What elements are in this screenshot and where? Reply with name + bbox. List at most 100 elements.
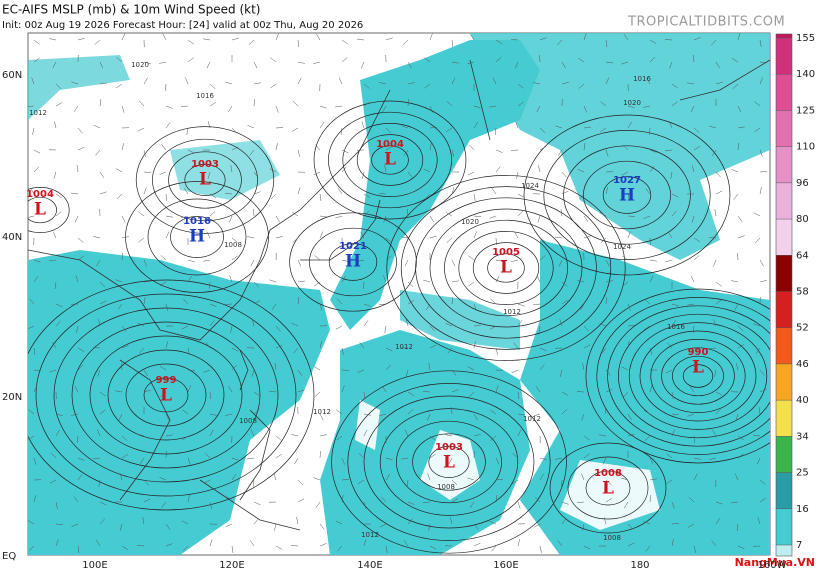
wind-barb (539, 473, 544, 481)
wind-barb (600, 101, 607, 107)
wind-barb (33, 149, 41, 154)
wind-barb (275, 435, 282, 441)
wind-barb (693, 364, 699, 371)
wind-barb (119, 523, 123, 531)
wind-barb (296, 517, 299, 525)
isobar (472, 242, 540, 294)
wind-barb (687, 413, 695, 417)
colorbar-label: 110 (796, 142, 815, 153)
wind-barb (137, 433, 145, 437)
wind-barb (98, 479, 101, 487)
wind-barb (93, 457, 101, 459)
isobar (71, 321, 261, 469)
wind-barb (115, 390, 123, 393)
isobar (602, 176, 652, 214)
wind-barb (407, 409, 414, 415)
wind-barb (203, 479, 211, 484)
isobar (328, 111, 452, 209)
colorbar-label: 16 (796, 504, 809, 515)
colorbar-label: 125 (796, 105, 815, 116)
lat-label: EQ (2, 551, 16, 562)
lat-label: 60N (2, 70, 22, 81)
wind-barb (250, 259, 255, 267)
wind-barb (272, 413, 277, 421)
wind-barb (55, 539, 59, 547)
wind-barb (138, 237, 145, 243)
wind-barb (561, 190, 569, 195)
wind-barb (665, 369, 673, 374)
wind-barb (470, 33, 475, 41)
wind-barb (251, 369, 255, 377)
wind-barb (187, 275, 192, 283)
wind-barb (445, 212, 453, 217)
wind-barb (253, 409, 260, 415)
wind-barb (583, 325, 590, 332)
wind-barb (558, 259, 563, 267)
wind-barb (273, 473, 277, 481)
wind-barb (627, 542, 635, 547)
wind-barb (384, 165, 387, 173)
wind-barb (424, 57, 431, 63)
wind-barb (561, 501, 569, 505)
isobar (379, 408, 519, 516)
wind-barb (514, 231, 519, 239)
wind-barb (737, 33, 741, 41)
center-pressure: 1005 (492, 247, 520, 258)
wind-barb (451, 39, 453, 47)
wind-barb (384, 325, 387, 333)
wind-barb (405, 369, 409, 377)
wind-barb (579, 193, 585, 200)
wind-barb (229, 275, 233, 283)
wind-barb (247, 457, 255, 460)
wind-barb (137, 127, 145, 132)
wind-barb (71, 192, 79, 195)
wind-barb (231, 37, 239, 41)
wind-barb (759, 39, 762, 47)
isobar (147, 198, 247, 276)
wind-barb (165, 413, 170, 421)
lon-label: 180 (630, 560, 649, 571)
wind-barb (314, 281, 321, 287)
wind-barb (74, 385, 79, 393)
wind-barb (621, 61, 629, 65)
wind-barb (495, 478, 503, 481)
colorbar-label: 58 (796, 287, 809, 298)
wind-barb (270, 193, 277, 200)
wind-barb (473, 231, 477, 239)
center-pressure: 1027 (613, 175, 641, 186)
wind-barb (165, 215, 173, 218)
wind-barb (32, 127, 35, 135)
wind-barb (693, 237, 701, 242)
wind-barb (605, 479, 612, 485)
wind-barb (297, 369, 303, 376)
wind-barb (165, 451, 167, 459)
wind-barb (600, 127, 607, 133)
wind-barb (363, 391, 365, 399)
wind-barb (165, 434, 173, 437)
wind-barb (159, 281, 167, 286)
lat-label: 40N (2, 232, 22, 243)
wind-barb (165, 231, 170, 239)
wind-barb (319, 122, 325, 129)
wind-barb (495, 57, 502, 63)
wind-barb (205, 342, 211, 349)
wind-barb (313, 366, 321, 371)
wind-barb (94, 39, 101, 45)
isobar (585, 470, 631, 506)
wind-barb (55, 501, 58, 509)
wind-barb (203, 369, 211, 373)
wind-barb (51, 342, 57, 349)
isobar (89, 335, 243, 455)
wind-barb (467, 477, 475, 481)
wind-barb (671, 101, 678, 107)
isobar (289, 212, 417, 312)
center-symbol: L (199, 170, 211, 190)
isobar (347, 383, 551, 541)
wind-barb (203, 259, 211, 262)
wind-barb (667, 342, 673, 349)
wind-barb (225, 523, 233, 528)
wind-barb (225, 81, 233, 85)
wind-barb (209, 193, 217, 198)
isobar (35, 293, 297, 497)
wind-barb (209, 539, 213, 547)
